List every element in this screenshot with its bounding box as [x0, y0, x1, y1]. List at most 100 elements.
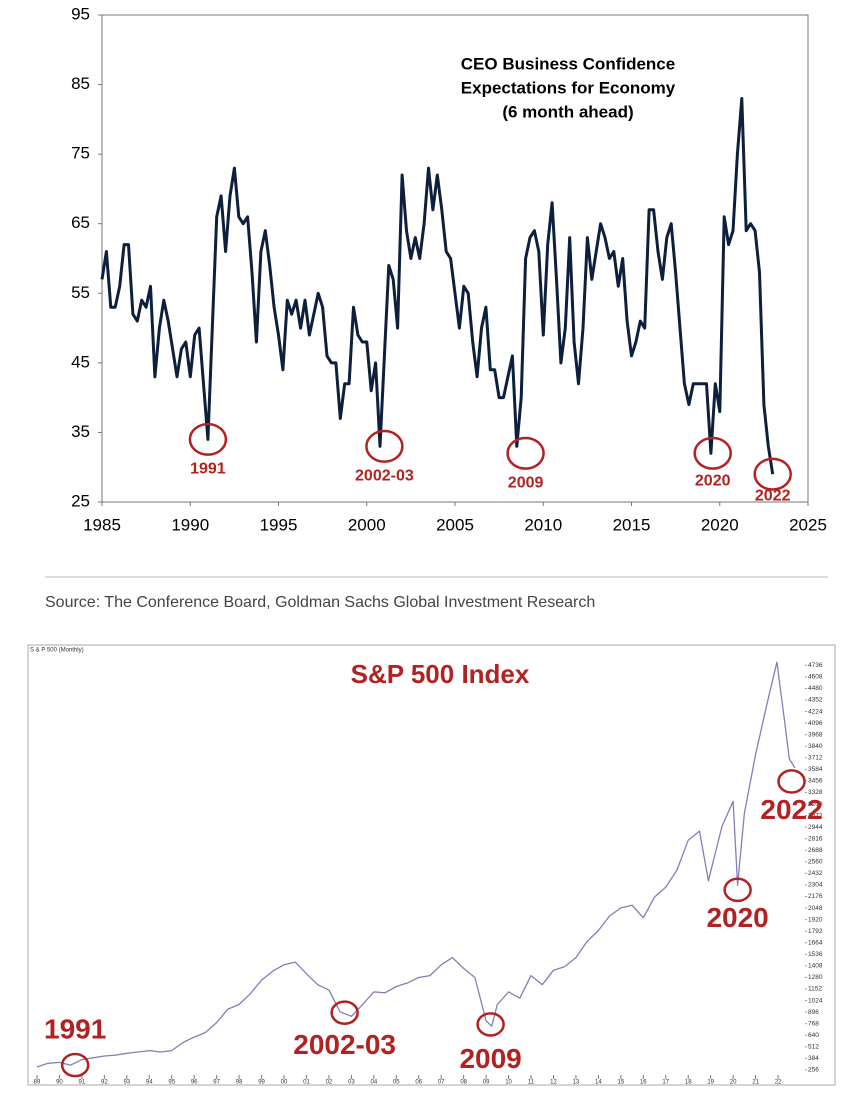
y-tick-label: 3840 [808, 743, 823, 750]
x-tick-label: 06 [415, 1080, 422, 1086]
x-tick-label: 15 [618, 1080, 625, 1086]
y-tick-label: 4608 [808, 674, 823, 681]
x-tick-label: 97 [213, 1080, 220, 1086]
x-tick-label: 11 [528, 1080, 535, 1086]
x-tick-label: 10 [505, 1080, 512, 1086]
x-tick-label: 90 [56, 1080, 63, 1086]
y-tick-label: 3072 [808, 812, 823, 819]
y-tick-label: 3584 [808, 766, 823, 773]
y-tick-label: 4352 [808, 697, 823, 704]
chart-title: S&P 500 Index [351, 659, 530, 689]
x-tick-label: 01 [303, 1080, 310, 1086]
x-tick-label: 13 [573, 1080, 580, 1086]
y-tick-label: 768 [808, 1020, 819, 1027]
y-tick-label: 35 [71, 422, 90, 441]
y-tick-label: 2048 [808, 905, 823, 912]
y-tick-label: 256 [808, 1067, 819, 1074]
x-tick-label: 99 [258, 1080, 265, 1086]
x-tick-label: 2010 [524, 515, 562, 534]
x-tick-label: 16 [640, 1080, 647, 1086]
y-tick-label: 65 [71, 213, 90, 232]
x-tick-label: 19 [707, 1080, 714, 1086]
x-tick-label: 12 [550, 1080, 557, 1086]
y-tick-label: 3200 [808, 801, 823, 808]
y-tick-label: 3712 [808, 755, 823, 762]
y-tick-label: 95 [71, 4, 90, 23]
annotation-circle [506, 436, 545, 470]
annotation-circle [476, 1012, 505, 1037]
y-tick-label: 45 [71, 352, 90, 371]
y-tick-label: 1664 [808, 939, 823, 946]
x-tick-label: 17 [662, 1080, 669, 1086]
annotation-label: 2009 [508, 475, 544, 492]
x-tick-label: 95 [168, 1080, 175, 1086]
plot-frame [27, 644, 836, 1086]
y-tick-label: 2560 [808, 859, 823, 866]
x-tick-label: 21 [752, 1080, 759, 1086]
data-line [36, 661, 796, 1068]
x-tick-label: 00 [281, 1080, 288, 1086]
data-line [100, 97, 775, 475]
y-tick-label: 3456 [808, 778, 823, 785]
y-tick-label: 384 [808, 1055, 819, 1062]
annotation-circle [777, 769, 806, 794]
annotation-label: 2020 [695, 473, 731, 490]
annotation-label: 2002-03 [355, 468, 414, 485]
y-tick-label: 2816 [808, 835, 823, 842]
y-tick-label: 2688 [808, 847, 823, 854]
annotation-circle [330, 1000, 359, 1025]
x-tick-label: 03 [348, 1080, 355, 1086]
x-tick-label: 1985 [83, 515, 121, 534]
annotation-circle [753, 457, 792, 491]
y-tick-label: 4224 [808, 708, 823, 715]
y-tick-label: 1024 [808, 997, 823, 1004]
annotation-label: 1991 [44, 1013, 106, 1044]
y-tick-label: 1920 [808, 916, 823, 923]
y-tick-label: 3328 [808, 789, 823, 796]
x-tick-label: 08 [460, 1080, 467, 1086]
x-tick-label: 20 [730, 1080, 737, 1086]
y-tick-label: 2176 [808, 893, 823, 900]
x-tick-label: 93 [123, 1080, 130, 1086]
chart-title: Expectations for Economy [461, 78, 676, 97]
x-tick-label: 94 [146, 1080, 153, 1086]
x-tick-label: 2015 [613, 515, 651, 534]
y-tick-label: 2304 [808, 882, 823, 889]
annotation-circle [693, 436, 732, 470]
x-tick-label: 1995 [260, 515, 298, 534]
y-tick-label: 1792 [808, 928, 823, 935]
y-tick-label: 4736 [808, 662, 823, 669]
y-tick-label: 640 [808, 1032, 819, 1039]
y-tick-label: 4096 [808, 720, 823, 727]
y-tick-label: 3968 [808, 731, 823, 738]
x-tick-label: 2020 [701, 515, 739, 534]
x-tick-label: 2025 [789, 515, 827, 534]
x-tick-label: 89 [34, 1080, 41, 1086]
x-tick-label: 04 [370, 1080, 377, 1086]
x-tick-label: 96 [191, 1080, 198, 1086]
annotation-label: 2020 [706, 902, 768, 933]
annotation-label: 2022 [760, 794, 822, 825]
annotation-circle [723, 877, 752, 903]
chart-title: CEO Business Confidence [461, 54, 675, 73]
annotation-label: 2002-03 [293, 1029, 396, 1060]
x-tick-label: 2005 [436, 515, 474, 534]
x-tick-label: 91 [79, 1080, 86, 1086]
y-tick-label: 2432 [808, 870, 823, 877]
annotation-circle [365, 429, 404, 463]
x-tick-label: 1990 [171, 515, 209, 534]
chart-subtitle: S & P 500 (Monthly) [30, 648, 84, 654]
x-tick-label: 02 [326, 1080, 333, 1086]
y-tick-label: 85 [71, 74, 90, 93]
y-tick-label: 55 [71, 283, 90, 302]
x-tick-label: 98 [236, 1080, 243, 1086]
x-tick-label: 2000 [348, 515, 386, 534]
y-tick-label: 2944 [808, 824, 823, 831]
y-tick-label: 75 [71, 144, 90, 163]
y-tick-label: 1536 [808, 951, 823, 958]
y-tick-label: 512 [808, 1044, 819, 1051]
annotation-label: 1991 [190, 461, 226, 478]
annotation-label: 2022 [755, 487, 791, 504]
x-tick-label: 18 [685, 1080, 692, 1086]
